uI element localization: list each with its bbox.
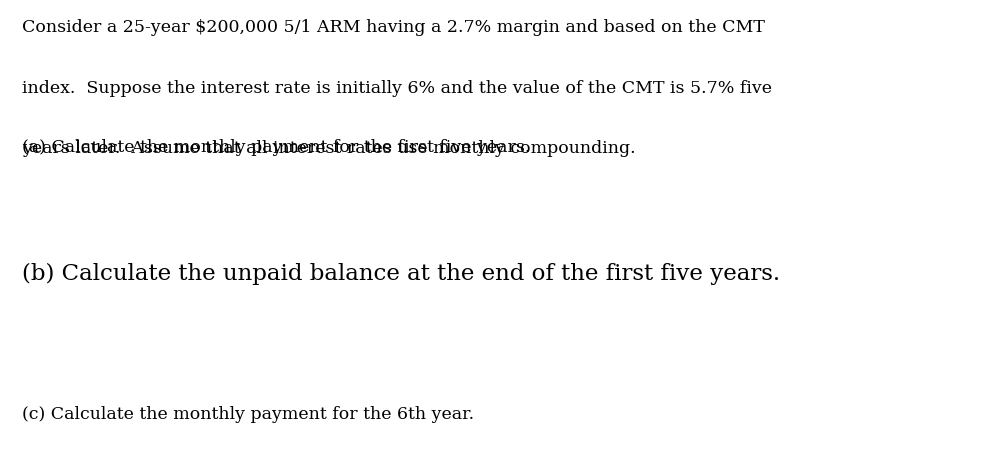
Text: (c) Calculate the monthly payment for the 6th year.: (c) Calculate the monthly payment for th… (22, 406, 475, 423)
Text: (b) Calculate the unpaid balance at the end of the first five years.: (b) Calculate the unpaid balance at the … (22, 263, 780, 285)
Text: index.  Suppose the interest rate is initially 6% and the value of the CMT is 5.: index. Suppose the interest rate is init… (22, 80, 772, 96)
Text: (a) Calculate the monthly payment for the first five years.: (a) Calculate the monthly payment for th… (22, 139, 530, 156)
Text: Consider a 25-year $200,000 5/1 ARM having a 2.7% margin and based on the CMT: Consider a 25-year $200,000 5/1 ARM havi… (22, 19, 765, 36)
Text: years later.  Assume that all interest rates use monthly compounding.: years later. Assume that all interest ra… (22, 140, 636, 157)
